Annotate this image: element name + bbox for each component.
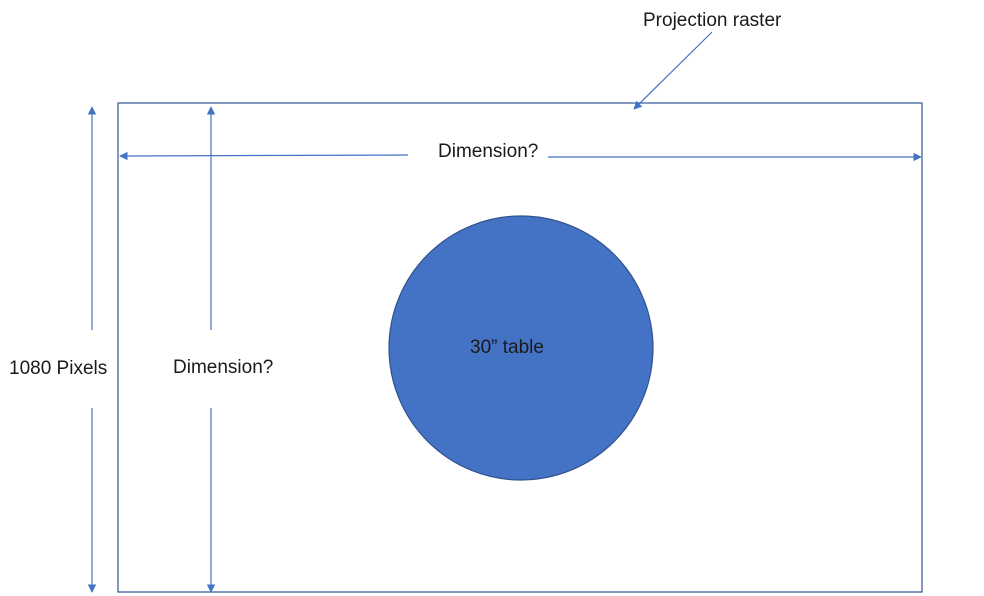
- projection-raster-label: Projection raster: [643, 10, 782, 31]
- projection-pointer-arrow: [633, 31, 713, 110]
- pixels-label: 1080 Pixels: [9, 358, 107, 379]
- table-circle: [388, 215, 654, 481]
- table-label: 30” table: [470, 337, 544, 358]
- width-dimension-label: Dimension?: [438, 141, 538, 162]
- projection-raster-frame: [117, 102, 923, 593]
- height-dimension-label: Dimension?: [173, 357, 273, 378]
- width-arrow-left: [119, 151, 409, 161]
